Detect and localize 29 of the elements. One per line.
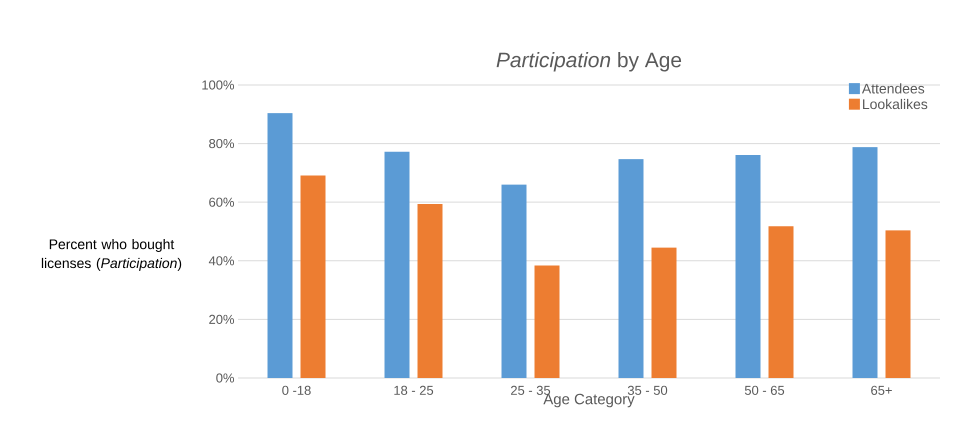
bar: [268, 113, 293, 378]
x-tick-label: 25 - 35: [511, 386, 550, 395]
x-tick-label: 35 - 50: [628, 386, 668, 395]
y-tick-label: 40%: [208, 256, 234, 266]
y-tick-label: 20%: [209, 314, 234, 324]
legend-label: Attendees: [862, 83, 924, 94]
bar: [618, 159, 644, 378]
x-axis-title: Age Category: [543, 394, 635, 408]
bar: [534, 265, 560, 378]
x-tick-label: 0 -18: [282, 386, 311, 395]
y-axis-title: Percent who bought licenses (Participation): [42, 238, 182, 271]
bar: [886, 230, 911, 378]
bar: [852, 147, 878, 378]
bar: [768, 226, 794, 378]
y-tick-label: 60%: [209, 198, 234, 207]
x-tick-label: 18 - 25: [394, 386, 434, 395]
y-tick-label: 0%: [216, 373, 234, 383]
bar: [652, 248, 677, 378]
bar: [502, 184, 527, 378]
y-tick-label: 80%: [209, 138, 234, 148]
x-tick-label: 65+: [871, 386, 892, 395]
bar: [384, 152, 410, 378]
legend-label: Lookalikes: [863, 98, 928, 110]
bar: [300, 176, 326, 378]
x-tick-label: 50 - 65: [744, 386, 784, 395]
y-tick-label: 100%: [202, 80, 234, 90]
bar: [418, 204, 443, 378]
bar: [736, 155, 761, 378]
chart-title: Participation by Age: [496, 52, 682, 72]
